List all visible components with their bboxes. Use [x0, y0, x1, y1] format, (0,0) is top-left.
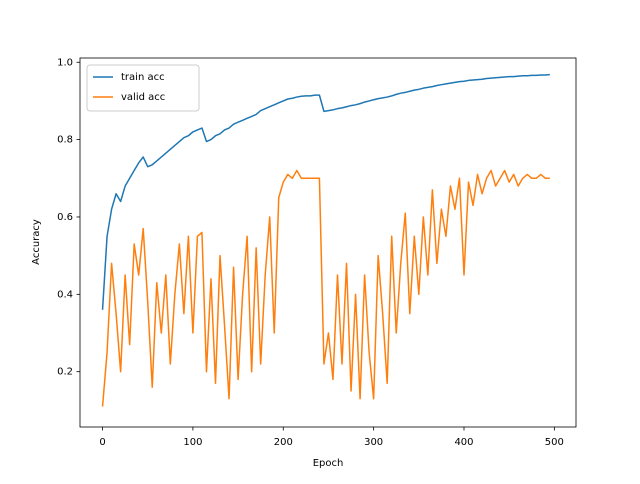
data-line — [101, 169, 550, 407]
y-tick-label: 0.8 — [57, 135, 73, 146]
x-tick-label: 200 — [274, 437, 293, 448]
data-line — [101, 73, 550, 310]
legend-label: train acc — [121, 72, 165, 83]
x-tick-label: 400 — [454, 437, 473, 448]
x-tick-label: 100 — [183, 437, 202, 448]
legend-box — [86, 64, 200, 112]
y-axis-label: Accuracy — [31, 219, 42, 265]
plot-frame — [79, 57, 577, 428]
y-tick-label: 0.6 — [57, 212, 73, 223]
y-tick-label: 0.4 — [57, 289, 73, 300]
x-axis-label: Epoch — [313, 458, 344, 469]
legend-label: valid acc — [121, 92, 165, 103]
x-tick-label: 500 — [545, 437, 564, 448]
y-tick-label: 0.2 — [57, 367, 73, 378]
x-tick-label: 0 — [99, 437, 105, 448]
x-tick-label: 300 — [364, 437, 383, 448]
y-tick-label: 1.0 — [57, 57, 73, 68]
